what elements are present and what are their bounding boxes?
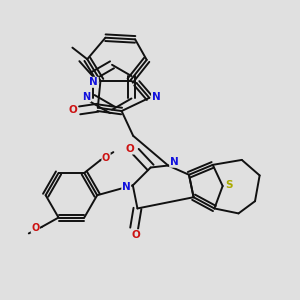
Text: N: N (89, 77, 98, 87)
Text: S: S (226, 180, 233, 190)
Text: O: O (102, 153, 110, 164)
Text: N: N (82, 92, 91, 102)
Text: O: O (69, 105, 77, 116)
Text: N: N (122, 182, 130, 192)
Text: N: N (152, 92, 160, 102)
Text: O: O (31, 223, 40, 233)
Text: N: N (170, 157, 178, 167)
Text: O: O (125, 144, 134, 154)
Text: O: O (131, 230, 140, 240)
